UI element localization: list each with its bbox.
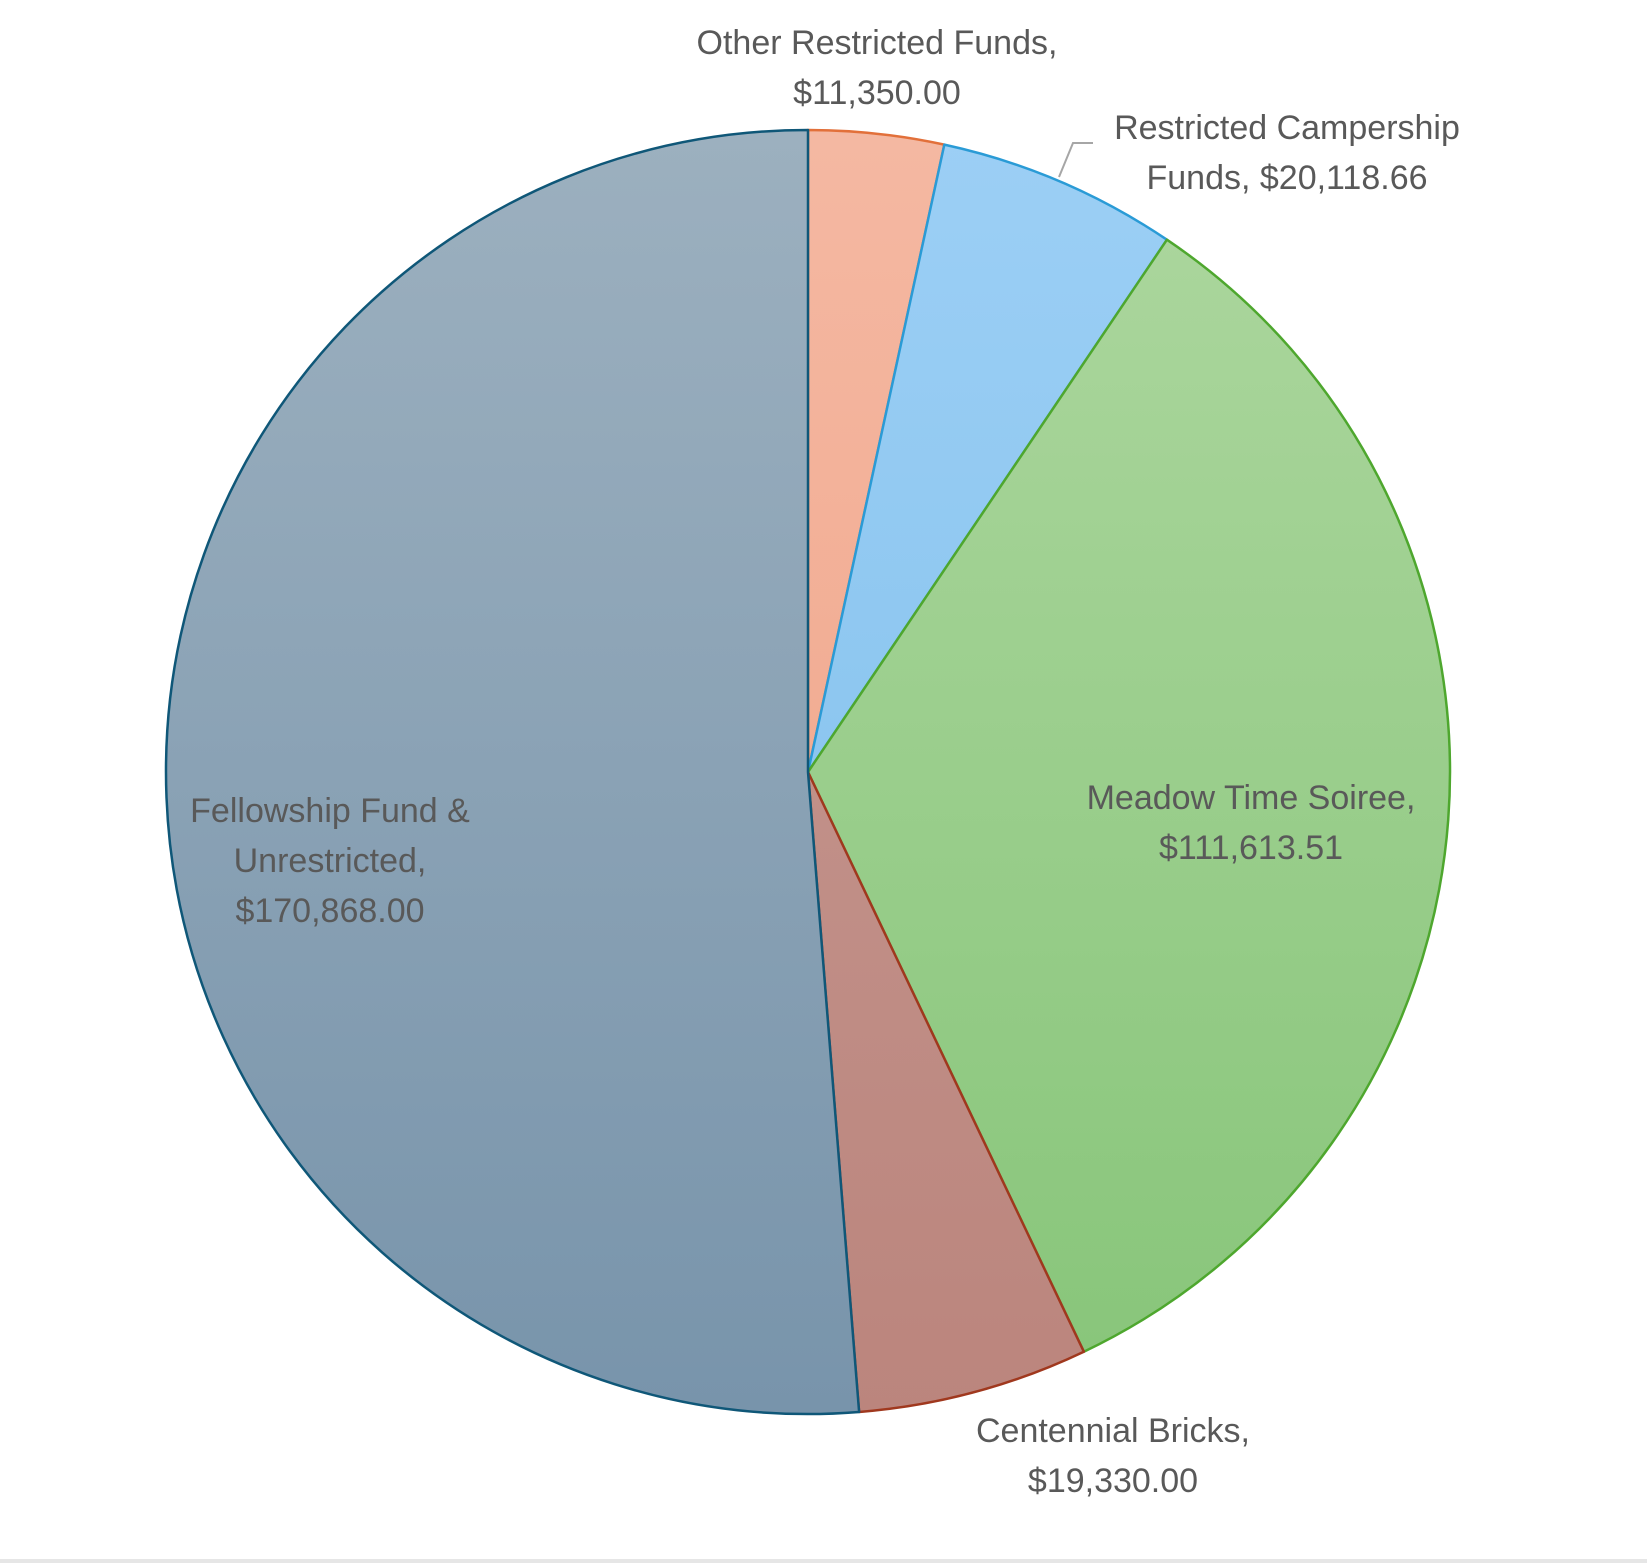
data-label-fellowship-fund-unrestricted: Fellowship Fund & Unrestricted, $170,868.0…	[190, 792, 470, 930]
leader-line-restricted-campership-funds	[1058, 142, 1093, 178]
leader-lines	[1058, 142, 1093, 178]
data-labels: Other Restricted Funds, $11,350.00 Restric…	[190, 24, 1460, 1500]
data-label-meadow-time-soiree: Meadow Time Soiree, $111,613.51	[1087, 779, 1416, 867]
pie-slice-meadow-time-soiree	[806, 238, 1452, 1353]
bottom-divider	[0, 1559, 1647, 1563]
data-label-centennial-bricks: Centennial Bricks, $19,330.00	[976, 1412, 1250, 1500]
data-label-restricted-campership-funds: Restricted Campership Funds, $20,118.66	[1114, 109, 1460, 197]
pie-slice-restricted-campership-funds	[806, 143, 1169, 774]
pie-slice-centennial-bricks	[806, 770, 1086, 1414]
data-label-other-restricted-funds: Other Restricted Funds, $11,350.00	[697, 24, 1058, 112]
pie-slice-fellowship-fund-unrestricted	[164, 128, 861, 1416]
pie-slices	[164, 128, 1452, 1416]
